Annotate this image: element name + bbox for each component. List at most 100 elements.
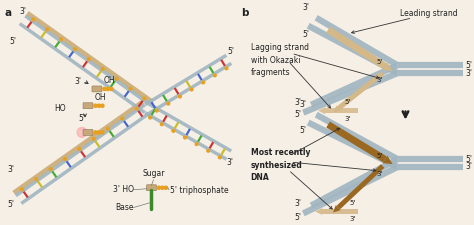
Polygon shape: [55, 41, 60, 48]
FancyBboxPatch shape: [83, 129, 93, 135]
Polygon shape: [82, 61, 88, 68]
Polygon shape: [68, 51, 74, 58]
Text: 3': 3': [227, 158, 234, 166]
Polygon shape: [162, 115, 168, 122]
Circle shape: [94, 131, 97, 134]
Circle shape: [87, 58, 90, 61]
Polygon shape: [123, 120, 129, 127]
Circle shape: [161, 186, 164, 189]
Circle shape: [213, 74, 216, 77]
Text: 5': 5': [465, 155, 472, 164]
Text: 5': 5': [300, 126, 307, 135]
Polygon shape: [137, 100, 144, 107]
Polygon shape: [144, 111, 228, 161]
Circle shape: [49, 168, 52, 171]
Polygon shape: [325, 108, 358, 113]
Text: 5': 5': [303, 30, 310, 39]
Text: 3': 3': [74, 76, 82, 86]
Polygon shape: [209, 66, 214, 74]
Circle shape: [97, 104, 100, 107]
Polygon shape: [26, 11, 154, 104]
Polygon shape: [197, 135, 202, 142]
Polygon shape: [315, 208, 322, 215]
FancyBboxPatch shape: [146, 185, 156, 191]
Text: 3': 3': [376, 171, 383, 177]
Circle shape: [115, 77, 118, 80]
Circle shape: [77, 128, 87, 137]
Circle shape: [106, 87, 109, 90]
Circle shape: [20, 188, 23, 191]
Polygon shape: [149, 62, 232, 114]
FancyBboxPatch shape: [92, 86, 102, 92]
Text: 5': 5': [376, 153, 383, 159]
Polygon shape: [185, 80, 191, 88]
Circle shape: [32, 18, 35, 21]
Text: OH: OH: [94, 93, 106, 102]
Text: 5' triphosphate: 5' triphosphate: [170, 186, 228, 195]
Text: 5': 5': [295, 213, 302, 222]
Text: HO: HO: [55, 104, 66, 113]
Text: 3': 3': [376, 77, 383, 83]
Circle shape: [73, 48, 76, 51]
Polygon shape: [109, 130, 115, 137]
Polygon shape: [23, 191, 28, 198]
Text: 3': 3': [350, 216, 356, 222]
Polygon shape: [96, 71, 102, 78]
Circle shape: [46, 28, 48, 31]
Text: 5': 5': [350, 200, 356, 206]
Circle shape: [97, 131, 100, 134]
Polygon shape: [174, 122, 179, 129]
Text: 3': 3': [300, 100, 307, 109]
Circle shape: [135, 107, 138, 110]
Circle shape: [35, 178, 38, 181]
Text: 5': 5': [79, 114, 85, 123]
Polygon shape: [15, 104, 146, 197]
Polygon shape: [185, 128, 191, 135]
Text: OH: OH: [103, 76, 115, 85]
Circle shape: [101, 104, 104, 107]
Text: Base: Base: [115, 203, 134, 212]
Text: 3' HO: 3' HO: [113, 185, 134, 194]
Circle shape: [94, 104, 97, 107]
Text: 3': 3': [295, 98, 302, 107]
Text: 3': 3': [465, 69, 472, 78]
Text: b: b: [241, 8, 248, 18]
Text: 3': 3': [19, 7, 26, 16]
Text: Most recently
synthesized
DNA: Most recently synthesized DNA: [251, 148, 310, 182]
Text: Sugar: Sugar: [142, 169, 165, 178]
FancyBboxPatch shape: [83, 103, 93, 109]
Polygon shape: [318, 107, 325, 114]
Text: 3': 3': [295, 199, 302, 208]
Polygon shape: [326, 122, 387, 162]
Text: 5': 5': [7, 200, 14, 209]
Text: 5': 5': [295, 110, 302, 119]
Polygon shape: [110, 81, 116, 88]
Circle shape: [101, 68, 104, 70]
Polygon shape: [24, 15, 151, 106]
Polygon shape: [124, 90, 130, 97]
Polygon shape: [326, 27, 387, 69]
Polygon shape: [80, 151, 86, 158]
Text: 5': 5': [465, 61, 472, 70]
Polygon shape: [333, 205, 340, 212]
Circle shape: [92, 137, 95, 140]
Text: 5': 5': [345, 99, 351, 105]
Polygon shape: [94, 141, 100, 148]
Polygon shape: [144, 54, 228, 106]
Polygon shape: [337, 71, 384, 110]
Text: 5': 5': [376, 59, 383, 65]
Text: Leading strand: Leading strand: [401, 9, 458, 18]
Polygon shape: [151, 101, 156, 109]
Polygon shape: [151, 108, 156, 116]
Circle shape: [219, 156, 221, 159]
Circle shape: [183, 136, 186, 139]
Polygon shape: [174, 88, 179, 95]
Circle shape: [190, 88, 193, 91]
Circle shape: [202, 81, 205, 84]
Text: 5': 5': [227, 47, 234, 56]
Polygon shape: [383, 155, 392, 164]
Circle shape: [60, 38, 63, 41]
Polygon shape: [37, 181, 43, 188]
Polygon shape: [40, 31, 46, 38]
Circle shape: [107, 127, 109, 130]
